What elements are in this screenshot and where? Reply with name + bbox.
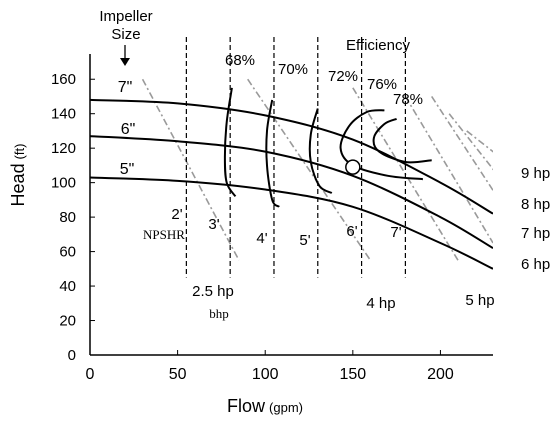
x-tick-label: 150 — [339, 366, 366, 383]
y-tick-label: 40 — [59, 278, 76, 295]
npshr-value-label: 4' — [256, 230, 267, 247]
bhp-line-2 — [247, 78, 372, 261]
bhp-caption: bhp — [209, 306, 229, 321]
efficiency-label: 72% — [328, 68, 358, 85]
efficiency-label: 68% — [225, 52, 255, 69]
x-tick-label: 200 — [427, 366, 454, 383]
efficiency-label: 78% — [393, 91, 423, 108]
bhp-line-5 — [431, 96, 493, 192]
npshr-value-label: 7' — [390, 224, 401, 241]
impeller-header-line2: Size — [111, 26, 140, 43]
efficiency-curve-78 — [372, 117, 432, 164]
y-tick-label: 80 — [59, 209, 76, 226]
efficiency-curves-group — [223, 87, 432, 208]
bhp-line-6 — [448, 113, 493, 171]
efficiency-curve-68 — [223, 87, 237, 197]
y-tick-label: 60 — [59, 244, 76, 261]
best-efficiency-point — [345, 159, 361, 175]
x-tick-label: 0 — [86, 366, 95, 383]
impeller-curve-3 — [90, 176, 493, 270]
impeller-size-label: 6" — [121, 121, 136, 138]
npshr-lines-group — [185, 37, 406, 278]
npshr-value-label: 6' — [346, 223, 357, 240]
impeller-arrowhead-icon — [120, 58, 130, 66]
efficiency-curve-72 — [308, 108, 333, 194]
bhp-line-4 — [404, 96, 493, 244]
impeller-size-label: 5" — [120, 161, 135, 178]
bhp-label: 9 hp — [521, 165, 550, 182]
bhp-label: 5 hp — [465, 292, 494, 309]
bhp-label: 2.5 hp — [192, 283, 234, 300]
bhp-label: 6 hp — [521, 256, 550, 273]
npshr-label: NPSHR — [143, 227, 185, 242]
npshr-value-label: 3' — [208, 216, 219, 233]
bhp-label: 7 hp — [521, 225, 550, 242]
impeller-curve-1 — [90, 98, 493, 215]
efficiency-curve-76 — [339, 109, 424, 181]
axes-group: 0 50 100 150 200 0 20 40 60 80 100 120 140 160 — [51, 54, 493, 383]
impeller-size-label: 7" — [118, 79, 133, 96]
bhp-line-1 — [141, 78, 240, 261]
x-tick-label: 50 — [169, 366, 187, 383]
y-tick-label: 160 — [51, 71, 76, 88]
x-tick-label: 100 — [252, 366, 279, 383]
impeller-curve-2 — [90, 135, 493, 249]
bhp-label: 8 hp — [521, 196, 550, 213]
efficiency-label: 76% — [367, 76, 397, 93]
y-tick-label: 140 — [51, 106, 76, 123]
y-tick-label: 20 — [59, 313, 76, 330]
npshr-value-label: 5' — [299, 232, 310, 249]
y-axis-unit: (ft) — [12, 144, 27, 160]
efficiency-label: 70% — [278, 61, 308, 78]
efficiency-header: Efficiency — [346, 37, 410, 54]
bhp-curves-group — [141, 78, 493, 261]
impeller-header-line1: Impeller — [99, 8, 152, 25]
npshr-value-label: 2' — [171, 206, 182, 223]
y-tick-label: 120 — [51, 140, 76, 157]
y-tick-label: 0 — [68, 347, 76, 364]
x-axis-label: Flow (gpm) — [227, 396, 303, 416]
y-axis-label: Head(ft) — [8, 144, 28, 207]
impeller-curves-group — [90, 98, 493, 270]
y-tick-label: 100 — [51, 175, 76, 192]
efficiency-curve-70 — [265, 99, 280, 208]
bhp-label: 4 hp — [366, 295, 395, 312]
x-axis-unit: (gpm) — [269, 400, 303, 415]
